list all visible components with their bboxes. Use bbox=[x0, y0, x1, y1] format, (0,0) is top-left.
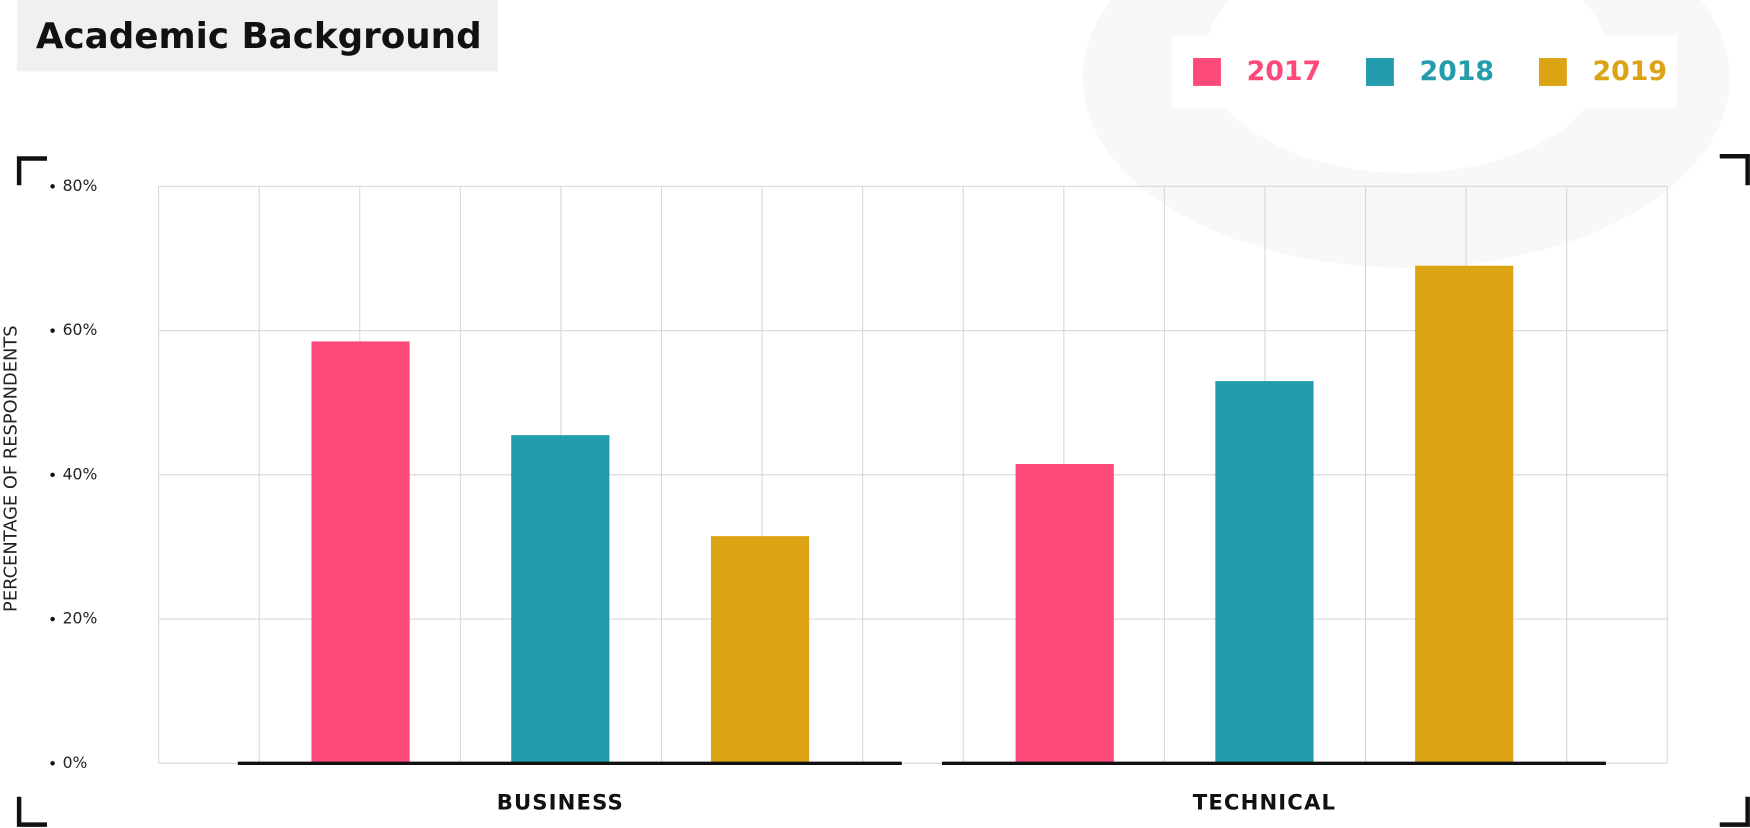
corner bbox=[16, 156, 47, 186]
y-tick-label: 20% bbox=[63, 610, 98, 628]
x-tick-label: TECHNICAL bbox=[1193, 789, 1336, 814]
y-tick-label: 0% bbox=[63, 754, 88, 772]
legend-label: 2019 bbox=[1593, 56, 1668, 87]
legend-swatch bbox=[1365, 58, 1394, 86]
y-tick-label: 80% bbox=[63, 177, 98, 195]
corner-brackets bbox=[16, 153, 1750, 827]
tick-dot bbox=[50, 616, 55, 622]
y-axis-label: PERCENTAGE OF RESPONDENTS bbox=[0, 325, 21, 612]
bar bbox=[710, 536, 810, 764]
legend-box bbox=[1171, 35, 1678, 108]
tick-dot bbox=[50, 472, 55, 478]
bar bbox=[511, 435, 610, 764]
corner bbox=[1719, 153, 1750, 186]
title-box bbox=[16, 0, 498, 72]
bar bbox=[311, 341, 410, 764]
y-tick-label: 60% bbox=[63, 321, 98, 339]
tick-dot bbox=[50, 328, 55, 333]
legend-label: 2017 bbox=[1247, 56, 1322, 87]
x-tick-label: BUSINESS bbox=[497, 789, 624, 814]
bar bbox=[1415, 265, 1514, 764]
y-tick-label: 40% bbox=[63, 465, 98, 483]
corner bbox=[16, 796, 47, 827]
chart-title: Academic Background bbox=[36, 16, 482, 57]
bar bbox=[1015, 463, 1114, 764]
corner bbox=[1719, 796, 1750, 827]
legend-label: 2018 bbox=[1420, 56, 1495, 87]
tick-dot bbox=[50, 761, 55, 766]
legend-swatch bbox=[1538, 58, 1567, 86]
tick-dot bbox=[50, 184, 55, 189]
legend-swatch bbox=[1193, 58, 1221, 86]
bar bbox=[1215, 381, 1314, 764]
